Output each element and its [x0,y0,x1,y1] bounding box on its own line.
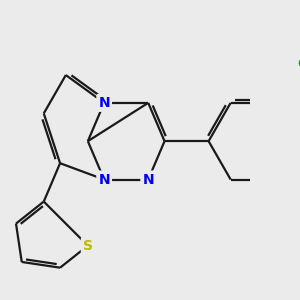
Text: N: N [142,172,154,187]
Text: N: N [98,96,110,110]
Text: Cl: Cl [297,58,300,71]
Text: S: S [83,238,93,253]
Text: N: N [98,172,110,187]
